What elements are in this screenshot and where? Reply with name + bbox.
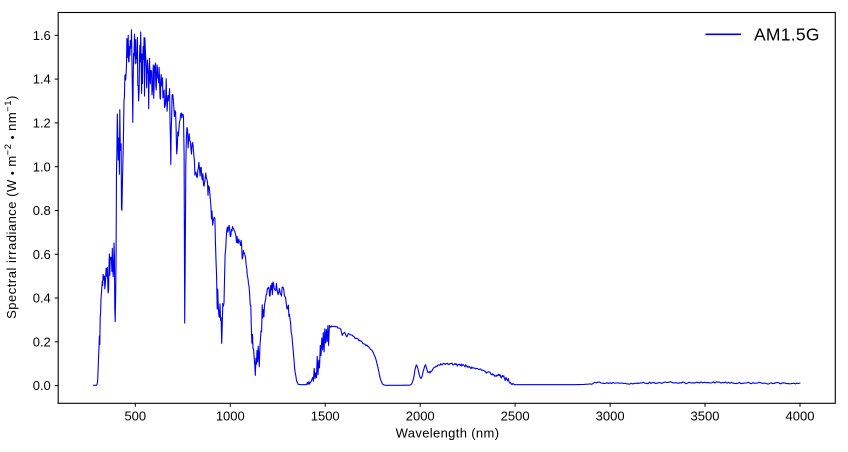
svg-text:4000: 4000 (786, 409, 815, 424)
svg-text:3500: 3500 (691, 409, 720, 424)
svg-text:3000: 3000 (596, 409, 625, 424)
svg-text:Spectral irradiance (W • m−2 •: Spectral irradiance (W • m−2 • nm−1) (3, 95, 19, 319)
svg-text:1000: 1000 (216, 409, 245, 424)
svg-text:2000: 2000 (406, 409, 435, 424)
svg-text:AM1.5G: AM1.5G (754, 25, 820, 45)
svg-text:0.8: 0.8 (33, 203, 51, 218)
svg-text:1.6: 1.6 (33, 28, 51, 43)
svg-text:0.6: 0.6 (33, 247, 51, 262)
svg-text:1.4: 1.4 (33, 72, 51, 87)
svg-text:0.0: 0.0 (33, 378, 51, 393)
svg-text:1.2: 1.2 (33, 116, 51, 131)
svg-text:1500: 1500 (311, 409, 340, 424)
svg-text:0.2: 0.2 (33, 334, 51, 349)
svg-text:2500: 2500 (501, 409, 530, 424)
svg-text:Wavelength (nm): Wavelength (nm) (396, 426, 500, 441)
svg-text:0.4: 0.4 (33, 291, 51, 306)
svg-text:1.0: 1.0 (33, 159, 51, 174)
svg-text:500: 500 (124, 409, 146, 424)
